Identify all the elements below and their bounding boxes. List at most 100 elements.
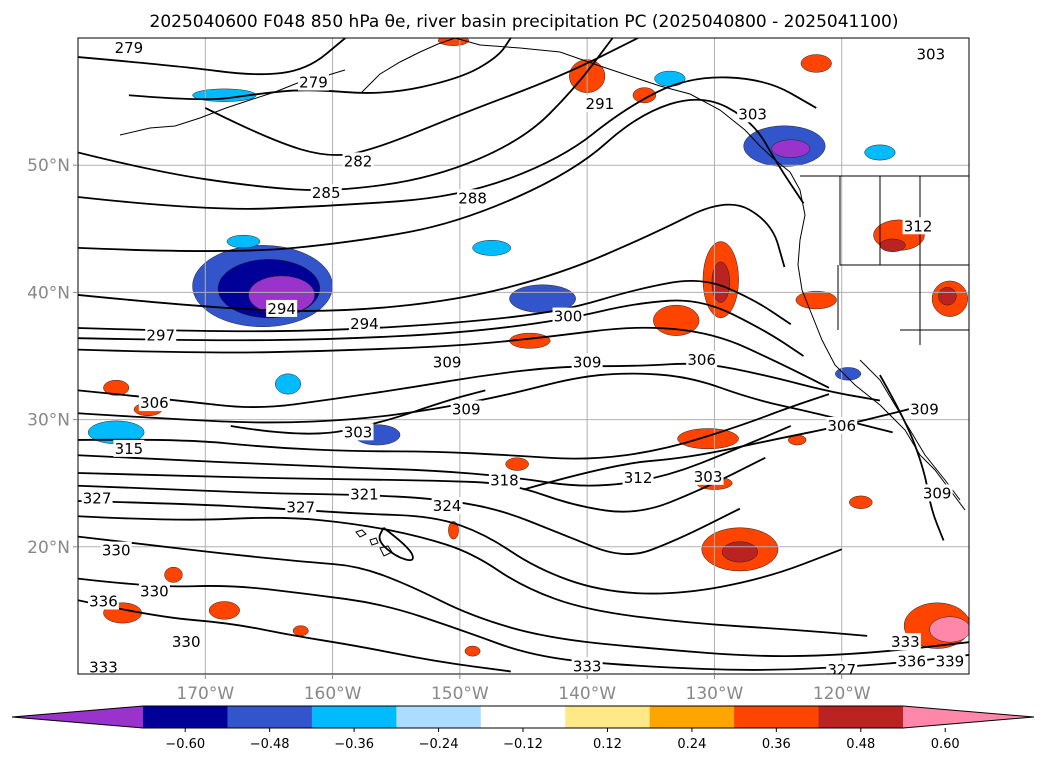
precip-patch: [448, 521, 459, 540]
colorbar-segment: [565, 706, 651, 728]
map-frame: [77, 37, 970, 675]
colorbar-tick-label: 0.60: [931, 737, 960, 752]
precip-patch: [771, 139, 811, 158]
y-axis-ticks: 20°N 30°N 40°N 50°N: [27, 156, 78, 558]
precip-patch: [464, 645, 481, 657]
contour-label: 330: [140, 582, 169, 600]
contour-label-bg: [342, 423, 374, 441]
theta-e-contours: [78, 38, 969, 673]
precip-patch: [275, 373, 301, 395]
contour-297: [78, 279, 792, 333]
contour-336: [78, 599, 511, 673]
colorbar-tick-label: −0.60: [165, 737, 205, 752]
contour-label-bg: [488, 471, 520, 489]
y-tick-label: 40°N: [27, 283, 70, 303]
contour-309: [879, 374, 945, 541]
colorbar-extend-low: [12, 706, 143, 728]
precip-patch: [208, 601, 240, 620]
contour-300: [78, 299, 805, 357]
contour-label-bg: [431, 497, 463, 515]
contour-327: [78, 515, 868, 637]
contour-label: 306: [827, 417, 856, 435]
colorbar-tick-label: −0.12: [503, 737, 543, 752]
contour-label-bg: [348, 315, 380, 333]
precip-patch: [721, 541, 758, 563]
contour-label: 333: [573, 657, 602, 675]
contour-label: 327: [286, 498, 315, 516]
contour-315: [78, 425, 792, 487]
contour-label: 330: [102, 542, 131, 560]
y-tick-label: 50°N: [27, 156, 70, 176]
contour-label-bg: [584, 95, 616, 113]
contour-label: 324: [433, 497, 462, 515]
contour-label: 291: [586, 95, 615, 113]
colorbar-tick-label: 0.12: [593, 737, 622, 752]
colorbar-tick-label: 0.36: [762, 737, 791, 752]
contour-label: 279: [299, 74, 328, 92]
contour-label-bg: [297, 73, 329, 91]
x-axis-ticks: 170°W 160°W 150°W 140°W 130°W 120°W: [176, 674, 871, 704]
contour-label: 309: [452, 400, 481, 418]
precip-patch: [800, 54, 832, 73]
precip-patch: [226, 234, 261, 249]
contour-label-bg: [170, 633, 202, 651]
contour-309: [378, 526, 414, 562]
contour-label: 309: [923, 484, 952, 502]
contour-label-bg: [686, 350, 718, 368]
contour-label-bg: [552, 307, 584, 325]
contour-label: 294: [267, 300, 296, 318]
colorbar-tick-label: −0.24: [419, 737, 459, 752]
colorbar-tick-label: −0.48: [250, 737, 290, 752]
precip-patch: [938, 287, 957, 306]
contour-label: 282: [344, 152, 373, 170]
contour-label: 300: [554, 308, 583, 326]
x-tick-label: 140°W: [558, 684, 616, 704]
colorbar-tick-label: −0.36: [334, 737, 374, 752]
contour-label: 333: [89, 659, 118, 677]
contour-label-bg: [908, 400, 940, 418]
contour-label: 285: [312, 184, 341, 202]
contour-label: 327: [83, 489, 112, 507]
contour-306: [78, 362, 881, 408]
precip-patch: [164, 566, 183, 583]
colorbar-segment: [649, 706, 735, 728]
contour-label-bg: [934, 652, 966, 670]
contour-label: 279: [115, 39, 144, 57]
precip-patch: [677, 428, 739, 450]
contour-label-bg: [692, 467, 724, 485]
contour-318: [78, 456, 766, 513]
contour-291: [128, 38, 512, 101]
contour-label: 309: [433, 353, 462, 371]
contour-282: [204, 38, 639, 156]
precip-patch: [292, 625, 309, 637]
contour-333: [78, 577, 969, 671]
contour-label-bg: [138, 394, 170, 412]
contour-label-bg: [100, 541, 132, 559]
precip-patch: [929, 616, 969, 643]
contour-label-bg: [348, 485, 380, 503]
precip-patch: [864, 144, 896, 161]
colorbar-segment: [734, 706, 820, 728]
contour-label-bg: [896, 652, 928, 670]
contour-label-bg: [87, 658, 119, 674]
contour-label-bg: [450, 400, 482, 418]
contour-label-bg: [622, 469, 654, 487]
contour-label: 303: [694, 468, 723, 486]
contour-label: 297: [146, 327, 175, 345]
x-tick-label: 150°W: [431, 684, 489, 704]
contour-label: 321: [350, 486, 379, 504]
contour-303: [230, 389, 486, 435]
contour-label-bg: [342, 152, 374, 170]
colorbar-segment: [143, 706, 228, 728]
contour-label: 336: [897, 652, 926, 670]
us-state-lines: [837, 176, 969, 345]
contour-label: 336: [89, 592, 118, 610]
contour-label-bg: [571, 657, 603, 674]
x-tick-label: 130°W: [686, 684, 744, 704]
contour-285: [78, 38, 614, 191]
colorbar-segment: [311, 706, 397, 728]
x-tick-label: 160°W: [304, 684, 362, 704]
colorbar-outline: [11, 705, 1035, 729]
contour-label: 309: [910, 400, 939, 418]
